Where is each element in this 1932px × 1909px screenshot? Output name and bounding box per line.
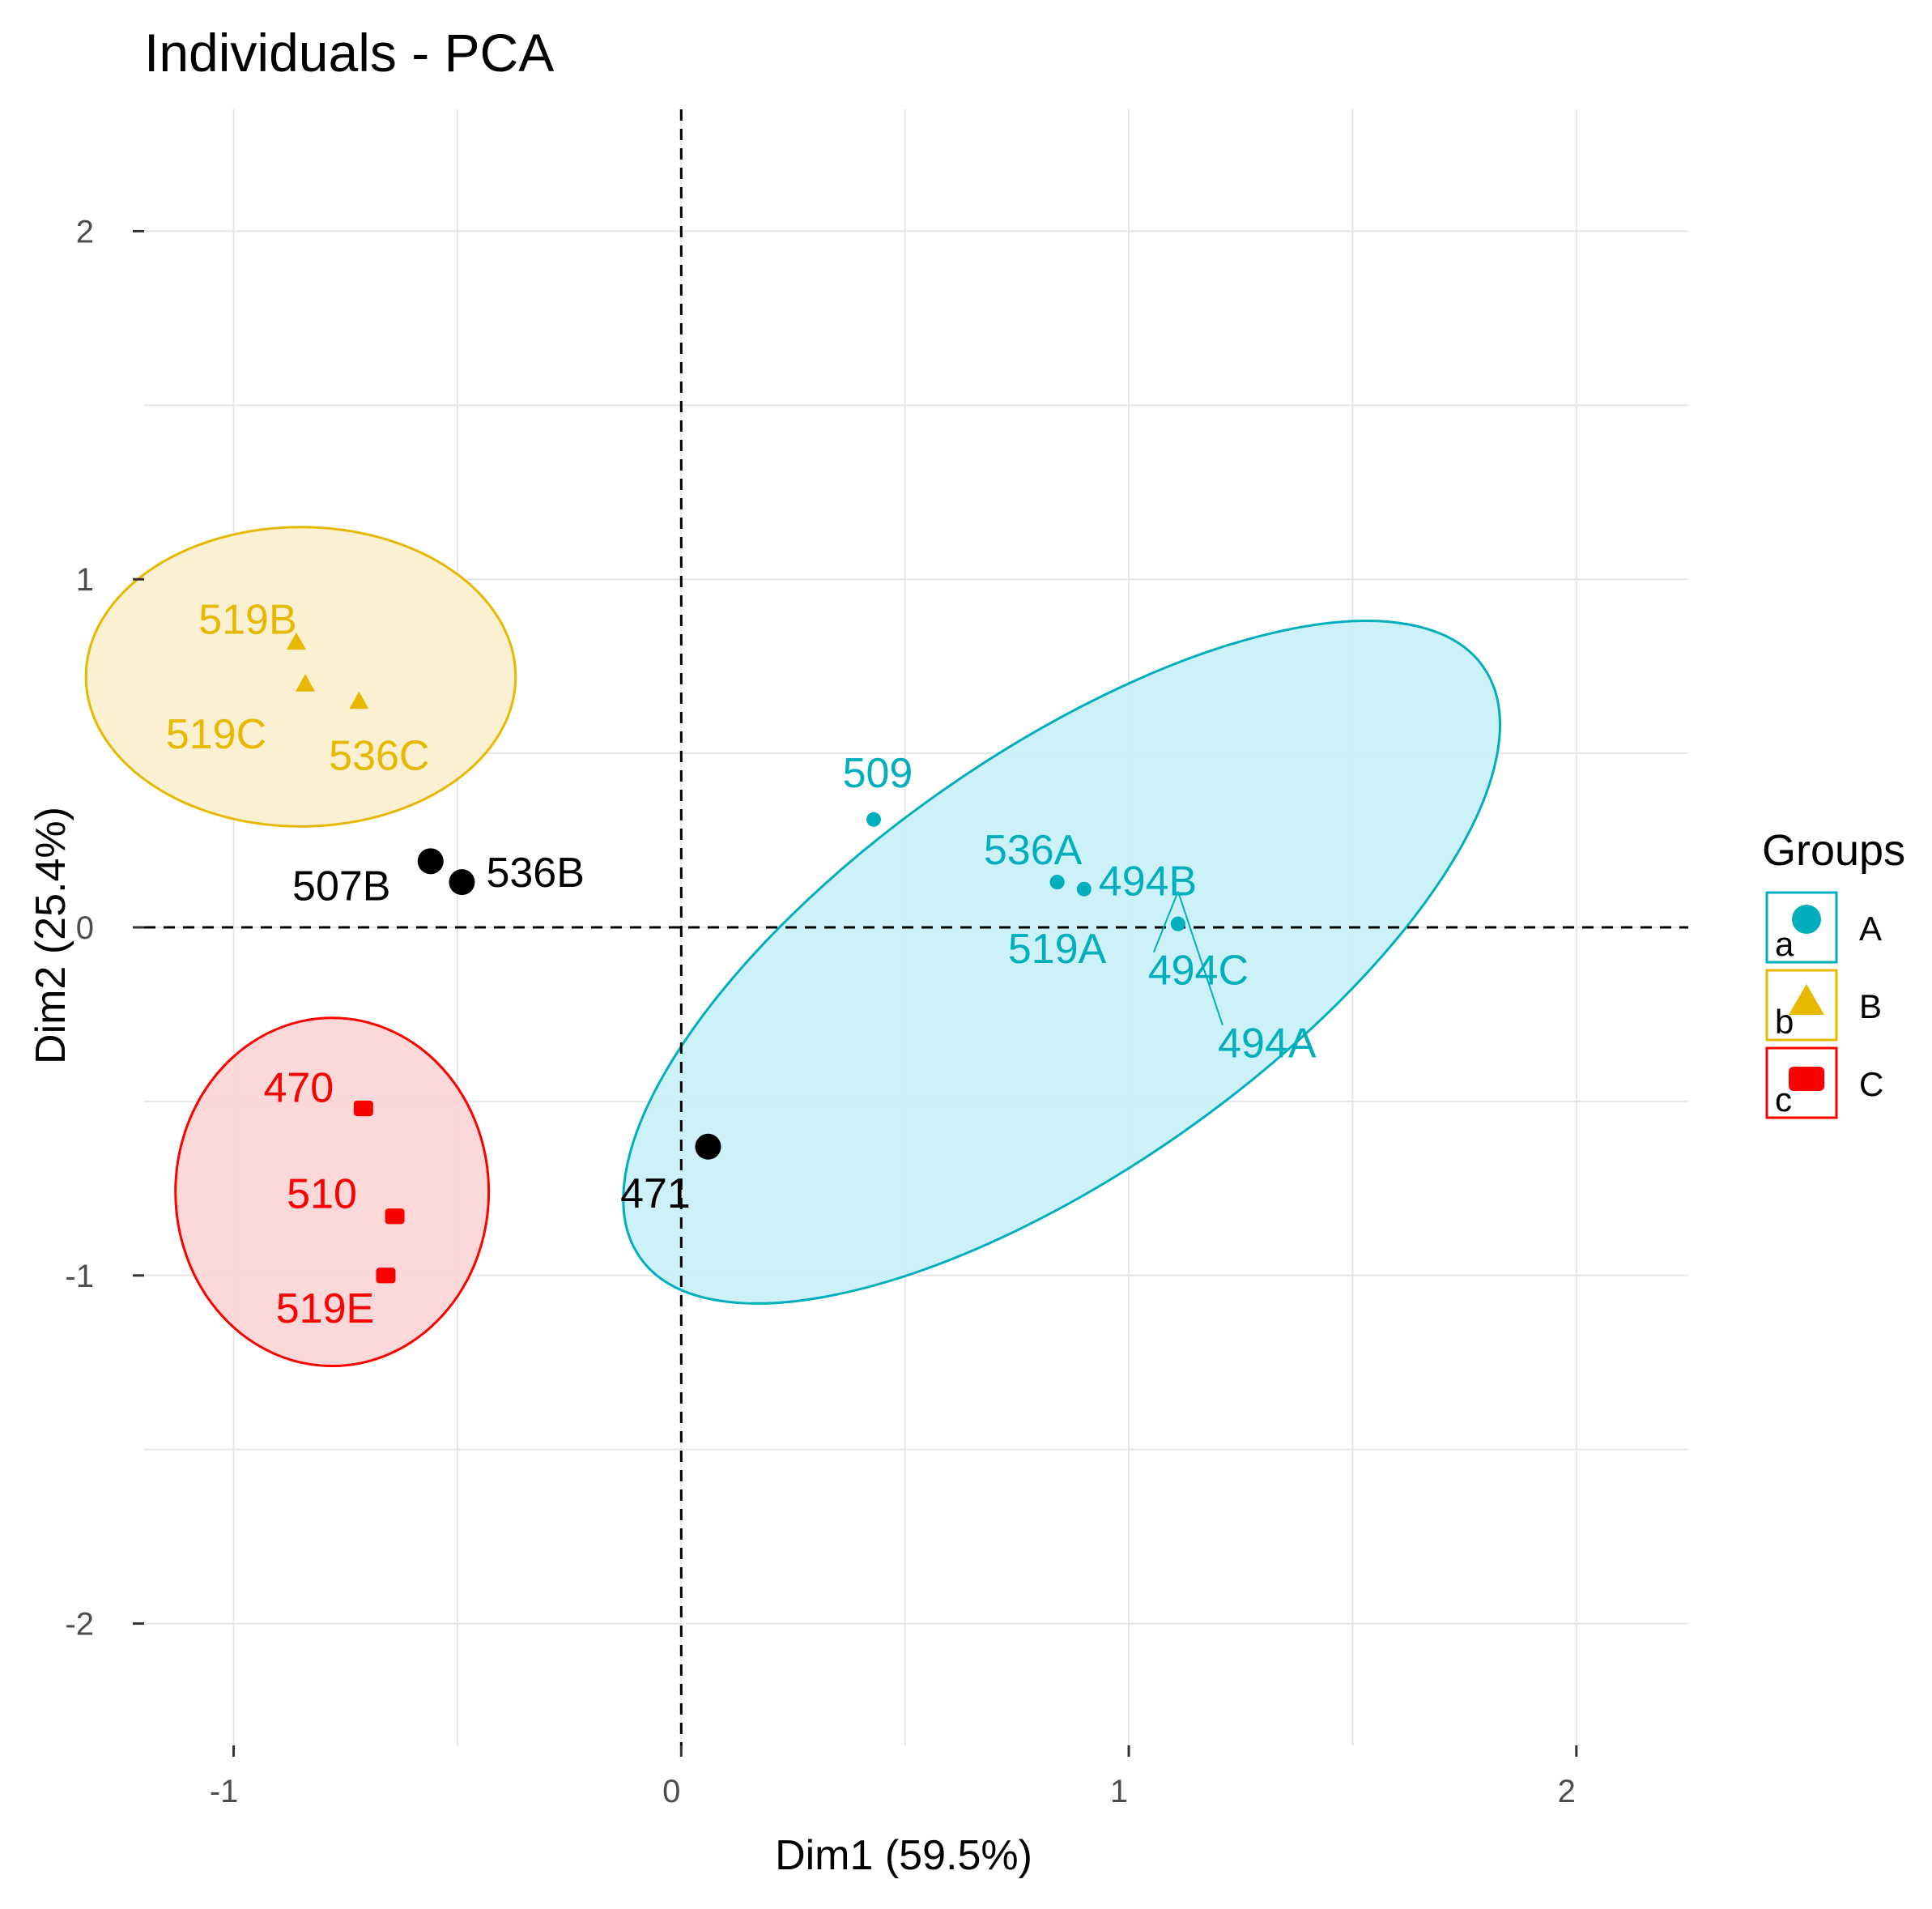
label-510: 510: [287, 1171, 357, 1218]
chart-title: Individuals - PCA: [144, 23, 554, 83]
point-470: [353, 1100, 373, 1117]
legend-swatch-b: [1789, 984, 1824, 1015]
zero-reference-lines: [144, 109, 1688, 1745]
y-tick-label: -2: [65, 1607, 94, 1643]
label-536c: 536C: [329, 733, 429, 780]
y-tick-label: 0: [76, 910, 94, 946]
point-510: [385, 1208, 405, 1225]
x-tick-label: 2: [1558, 1774, 1576, 1809]
x-tick-label: -1: [210, 1774, 239, 1809]
legend-glyph-a: a: [1775, 925, 1794, 963]
label-470: 470: [263, 1064, 334, 1111]
point-labels: 509 536A 494B 519A 494C 494A 519B 519C 536C 470 51…: [166, 597, 1317, 1332]
legend-title: Groups: [1762, 826, 1905, 875]
y-tick-label: 1: [76, 562, 94, 598]
x-tick-label: 1: [1110, 1774, 1128, 1809]
connector-494a: [1177, 891, 1223, 1026]
legend-label-a: A: [1859, 910, 1882, 948]
label-494a: 494A: [1218, 1021, 1317, 1067]
legend-swatch-a: [1792, 905, 1821, 934]
legend-swatch-c: [1789, 1067, 1824, 1091]
legend-glyph-b: b: [1775, 1003, 1794, 1041]
legend-label-b: B: [1859, 987, 1882, 1025]
ellipse-group-a: [622, 620, 1501, 1305]
label-519e: 519E: [276, 1285, 374, 1332]
y-tick-label: -1: [65, 1259, 94, 1294]
legend-label-c: C: [1859, 1065, 1883, 1103]
x-tick-label: 0: [662, 1774, 680, 1809]
label-536b: 536B: [486, 850, 584, 897]
label-494c: 494C: [1148, 948, 1249, 995]
y-axis-title: Dim2 (25.4%): [28, 807, 74, 1064]
point-509: [866, 812, 881, 827]
point-494a: [1170, 916, 1185, 931]
label-471: 471: [620, 1170, 691, 1217]
legend: Groups a Ab Bc C: [1762, 826, 1905, 1119]
ellipse-group-c: [174, 1016, 491, 1368]
point-536c: [349, 691, 369, 709]
connector-494c: [1152, 891, 1179, 953]
y-tick-label: 2: [76, 214, 94, 249]
point-519c: [295, 674, 315, 692]
data-points: [286, 632, 1185, 1284]
point-494b: [1076, 881, 1092, 897]
legend-glyph-c: c: [1775, 1080, 1792, 1119]
x-axis-title: Dim1 (59.5%): [775, 1832, 1032, 1879]
y-axis: -2 -1 0 1 2: [65, 214, 144, 1643]
label-519a: 519A: [1008, 926, 1107, 973]
x-axis: -1 0 1 2: [210, 1745, 1578, 1809]
point-507b: [417, 848, 444, 875]
label-536a: 536A: [984, 827, 1083, 874]
point-471: [695, 1133, 721, 1160]
label-519b: 519B: [198, 597, 296, 644]
point-519b: [286, 632, 306, 650]
confidence-ellipses: [84, 526, 1501, 1368]
label-507b: 507B: [292, 863, 390, 910]
label-519c: 519C: [166, 711, 266, 758]
point-519e: [376, 1268, 396, 1284]
label-494b: 494B: [1099, 859, 1197, 905]
label-509: 509: [843, 750, 913, 797]
point-536b: [449, 869, 475, 896]
ellipse-group-b: [84, 526, 517, 828]
point-519a: [1049, 875, 1065, 890]
label-connectors: [1152, 891, 1223, 1026]
